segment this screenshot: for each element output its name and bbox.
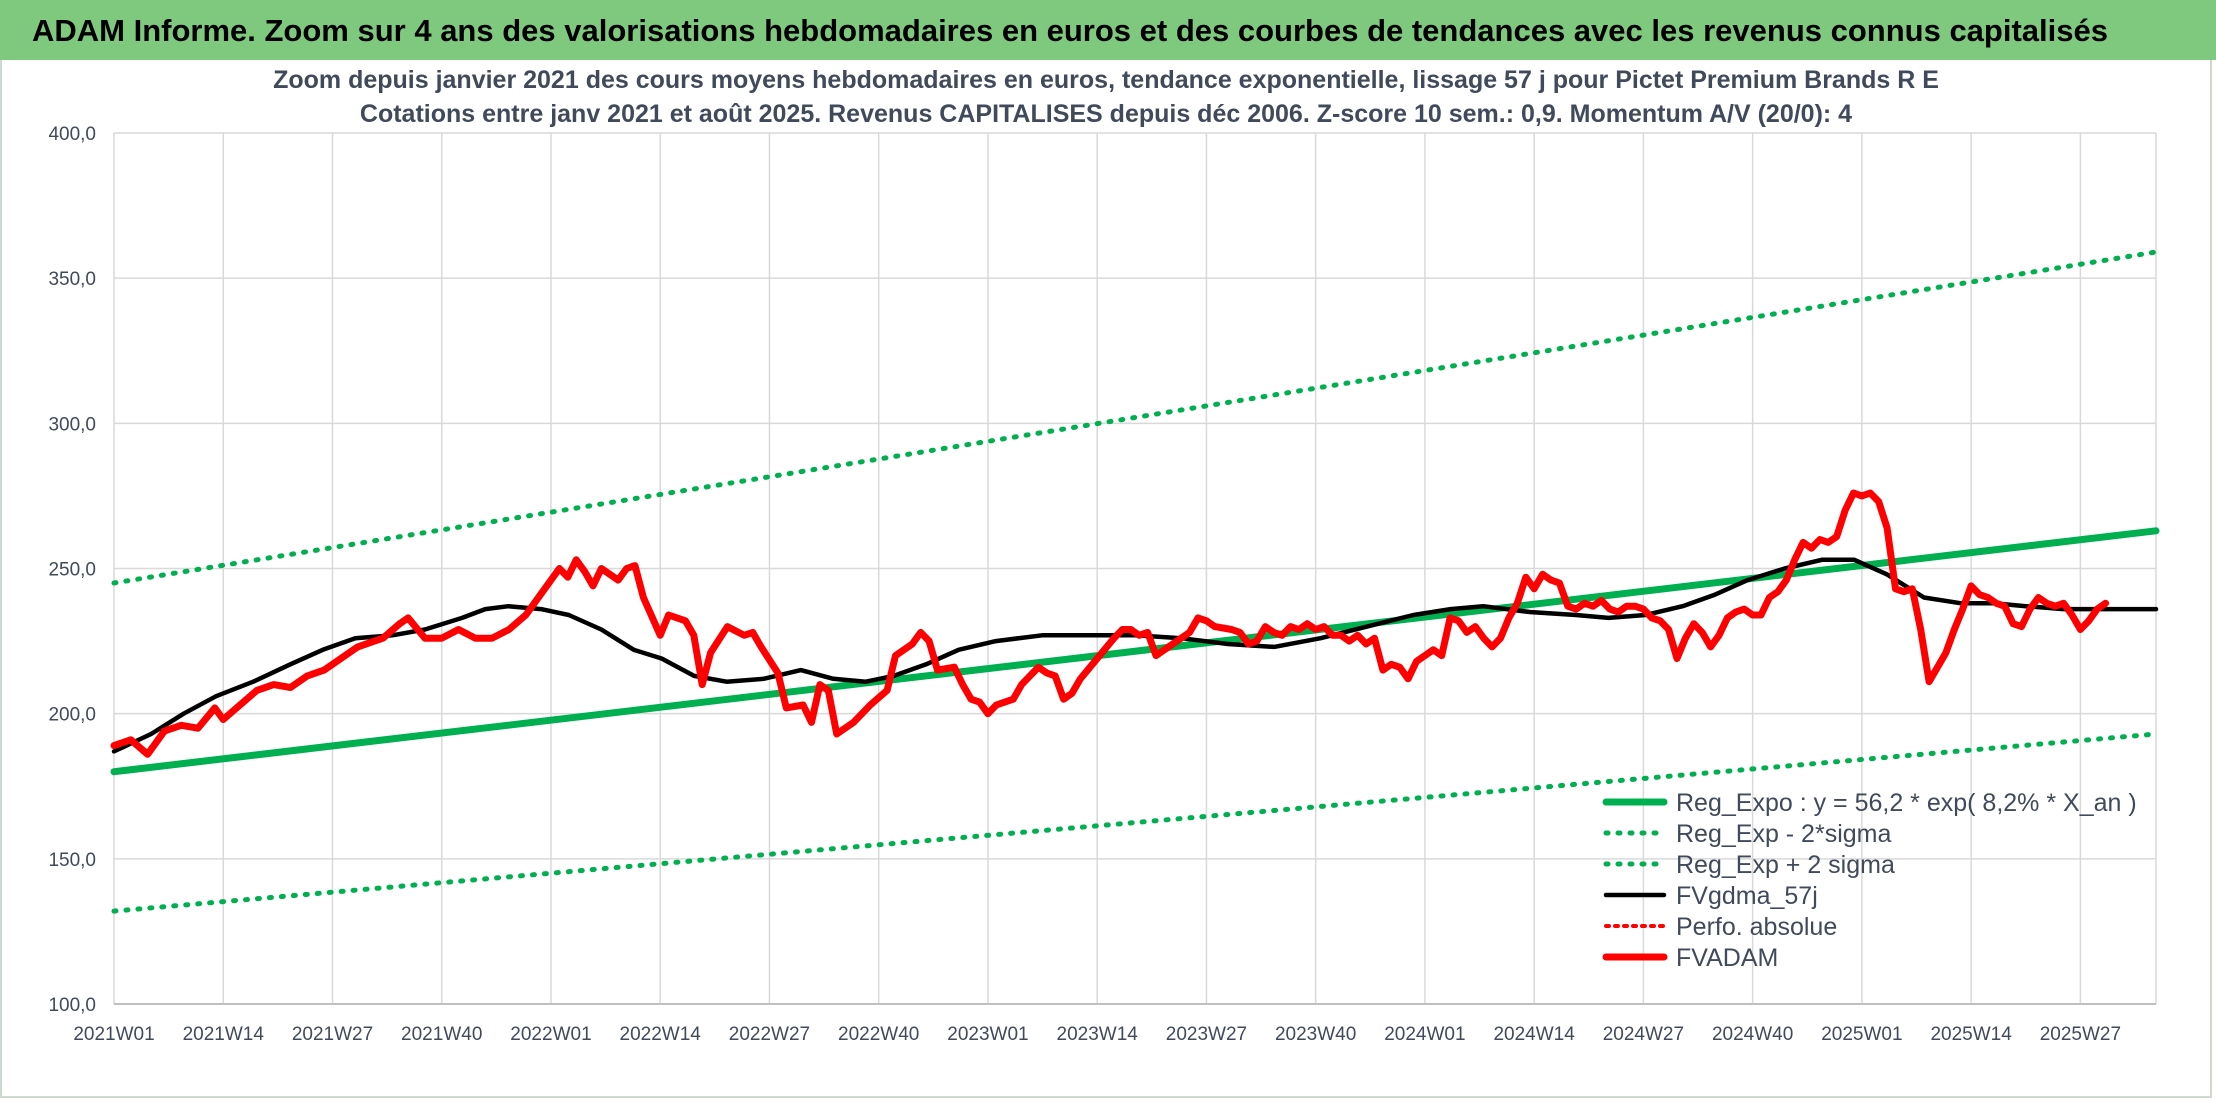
x-tick-label: 2022W40 [838,1024,919,1045]
legend-label: Perfo. absolue [1676,913,1837,941]
series-line-1 [110,527,2160,776]
x-tick-label: 2023W01 [947,1024,1028,1045]
chart-frame: Zoom depuis janvier 2021 des cours moyen… [0,60,2212,1098]
grid [113,132,2157,1005]
line-chart: Zoom depuis janvier 2021 des cours moyen… [48,62,2160,1045]
legend: Reg_Expo : y = 56,2 * exp( 8,2% * X_an )… [1602,789,2137,972]
x-tick-label: 2021W14 [183,1024,265,1045]
x-tick-label: 2025W27 [2040,1024,2121,1045]
x-tick-label: 2023W14 [1057,1024,1139,1045]
chart-title-line-1: Zoom depuis janvier 2021 des cours moyen… [273,66,1939,94]
x-tick-label: 2021W40 [401,1024,482,1045]
x-tick-label: 2024W27 [1603,1024,1684,1045]
legend-label: Reg_Exp + 2 sigma [1676,851,1895,879]
y-tick-label: 350,0 [48,269,96,290]
y-tick-label: 100,0 [48,995,96,1016]
legend-label: Reg_Exp - 2*sigma [1676,820,1891,848]
series-line-3 [111,249,2159,586]
x-tick-label: 2025W14 [1930,1024,2012,1045]
x-tick-label: 2025W01 [1821,1024,1902,1045]
x-tick-label: 2022W27 [729,1024,810,1045]
report-banner: ADAM Informe. Zoom sur 4 ans des valoris… [0,0,2216,60]
series-line-2 [111,731,2159,914]
y-tick-label: 200,0 [48,705,96,726]
x-tick-label: 2023W27 [1166,1024,1247,1045]
axes: 100,0 150,0 200,0 250,0 300,0 350,0 400,0 2021W… [48,124,2156,1045]
x-tick-label: 2024W01 [1384,1024,1465,1045]
x-tick-label: 2022W14 [620,1024,702,1045]
series-layer [110,249,2160,914]
x-tick-label: 2021W27 [292,1024,373,1045]
legend-label: FVgdma_57j [1676,882,1818,910]
series-line-4 [111,557,2159,754]
x-tick-label: 2024W40 [1712,1024,1793,1045]
y-tick-label: 150,0 [48,850,96,871]
legend-label: FVADAM [1676,944,1778,972]
x-tick-label: 2024W14 [1493,1024,1575,1045]
y-tick-label: 300,0 [48,414,96,435]
series-line-6 [110,489,2110,758]
chart-title: Zoom depuis janvier 2021 des cours moyen… [273,62,1939,130]
y-tick-label: 250,0 [48,560,96,581]
x-tick-label: 2023W40 [1275,1024,1356,1045]
x-tick-label: 2022W01 [510,1024,591,1045]
chart-title-line-2: Cotations entre janv 2021 et août 2025. … [360,100,1852,128]
legend-label: Reg_Expo : y = 56,2 * exp( 8,2% * X_an ) [1676,789,2137,817]
y-tick-label: 400,0 [48,124,96,145]
x-tick-label: 2021W01 [73,1024,154,1045]
